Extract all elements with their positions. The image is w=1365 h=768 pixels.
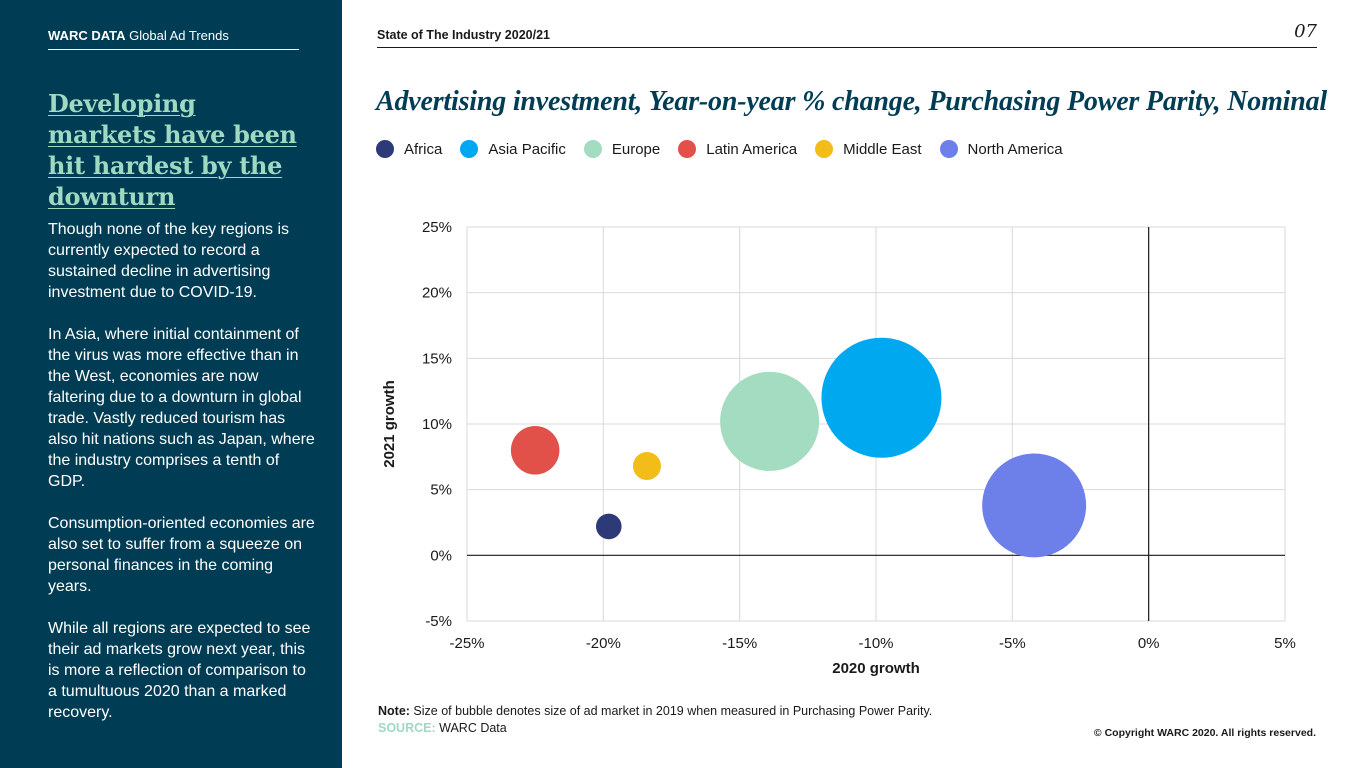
sidebar-paragraph: While all regions are expected to see th… <box>48 620 311 721</box>
y-axis-title: 2021 growth <box>381 380 398 468</box>
y-tick-label: 10% <box>422 416 452 433</box>
legend-label: Africa <box>404 140 443 158</box>
legend-item-asia-pacific: Asia Pacific <box>460 140 566 158</box>
sidebar-paragraph: In Asia, where initial containment of th… <box>48 326 315 490</box>
brand-name: WARC DATA <box>48 28 126 43</box>
sidebar: WARC DATA Global Ad Trends Developing ma… <box>0 0 342 768</box>
note-text: Size of bubble denotes size of ad market… <box>409 704 933 718</box>
page-number: 07 <box>1294 21 1317 42</box>
chart-source: SOURCE: WARC Data <box>378 721 507 735</box>
legend-swatch-latin-america <box>678 140 697 158</box>
plot-frame <box>466 226 1286 622</box>
source-label: SOURCE: <box>378 721 436 735</box>
legend-label: Asia Pacific <box>488 140 566 158</box>
legend-label: Europe <box>611 140 661 158</box>
x-tick-label: -20% <box>586 635 621 652</box>
legend-item-latin-america: Latin America <box>678 140 797 158</box>
legend-label: Latin America <box>706 140 798 158</box>
chart-note: Note: Size of bubble denotes size of ad … <box>378 704 932 718</box>
legend-swatch-europe <box>583 140 602 158</box>
legend-swatch-middle-east <box>815 140 834 158</box>
y-tick-label: 20% <box>422 285 452 302</box>
bubble-north-america <box>982 453 1087 558</box>
x-tick-label: -15% <box>722 635 757 652</box>
legend-swatch-asia-pacific <box>460 140 479 158</box>
legend-item-europe: Europe <box>583 140 661 158</box>
legend-swatch-north-america <box>939 140 958 158</box>
x-tick-label: -10% <box>858 635 893 652</box>
legend-label: Middle East <box>843 140 922 158</box>
y-tick-label: -5% <box>425 613 452 630</box>
sidebar-paragraph: Consumption-oriented economies are also … <box>48 515 315 595</box>
bubble-latin-america <box>510 425 560 475</box>
x-tick-label: 0% <box>1138 635 1160 652</box>
y-tick-label: 5% <box>430 482 452 499</box>
x-tick-label: -5% <box>999 635 1026 652</box>
page-header: State of The Industry 2020/21 07 <box>377 21 1317 48</box>
source-text: WARC Data <box>435 721 507 735</box>
report-title: State of The Industry 2020/21 <box>377 28 550 42</box>
y-tick-label: 25% <box>422 219 452 236</box>
sidebar-paragraph: Though none of the key regions is curren… <box>48 221 290 301</box>
legend-swatch-africa <box>376 140 394 158</box>
copyright: © Copyright WARC 2020. All rights reserv… <box>1093 727 1316 739</box>
brand-subtitle: Global Ad Trends <box>125 28 229 43</box>
x-tick-label: -25% <box>449 635 484 652</box>
bubble-europe <box>720 371 820 471</box>
bubble-africa <box>595 513 622 540</box>
legend-label: North America <box>967 140 1063 158</box>
x-tick-label: 5% <box>1274 635 1296 652</box>
x-axis-title: 2020 growth <box>832 660 920 677</box>
sidebar-body: Though none of the key regions is curren… <box>48 219 318 744</box>
brand-header: WARC DATA Global Ad Trends <box>48 28 299 50</box>
legend-item-north-america: North America <box>939 140 1063 158</box>
legend-item-middle-east: Middle East <box>815 140 922 158</box>
sidebar-headline[interactable]: Developing markets have been hit hardest… <box>48 89 297 211</box>
bubble-asia-pacific <box>821 337 942 458</box>
chart-title: Advertising investment, Year-on-year % c… <box>376 86 1327 117</box>
legend-item-africa: Africa <box>376 140 442 158</box>
note-label: Note: <box>378 704 410 718</box>
chart-legend: Africa Asia Pacific Europe Latin America… <box>376 138 1081 160</box>
y-tick-label: 0% <box>430 547 452 564</box>
bubble-middle-east <box>632 452 661 481</box>
y-tick-label: 15% <box>422 350 452 367</box>
